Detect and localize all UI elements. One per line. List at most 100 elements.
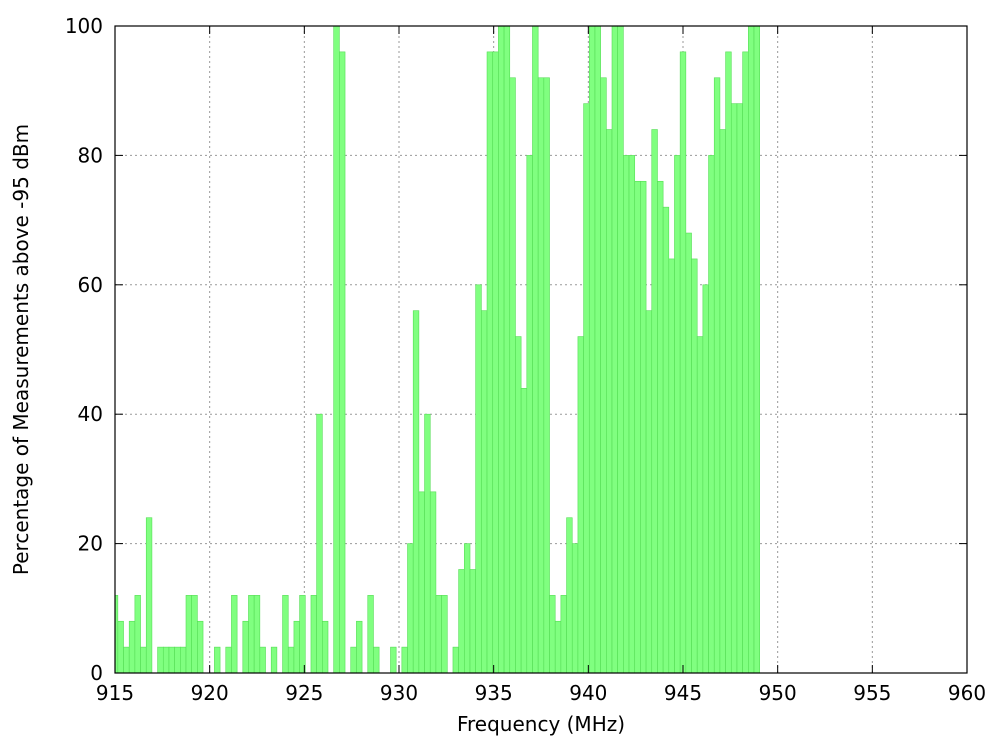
bar bbox=[373, 646, 380, 674]
x-tick-labels: 915 920 925 930 935 940 945 950 955 960 bbox=[96, 681, 986, 705]
bar bbox=[162, 646, 170, 674]
bar bbox=[157, 646, 164, 674]
bar bbox=[662, 206, 670, 674]
bar bbox=[554, 620, 562, 674]
y-tick-label: 40 bbox=[78, 402, 103, 426]
bar bbox=[458, 569, 465, 674]
bar bbox=[696, 336, 704, 674]
bar bbox=[657, 180, 664, 674]
bar bbox=[611, 25, 618, 674]
bar bbox=[594, 25, 601, 674]
bar bbox=[713, 77, 721, 674]
bar bbox=[730, 103, 738, 674]
bar bbox=[498, 25, 505, 674]
bar bbox=[640, 180, 647, 674]
bar bbox=[390, 646, 397, 674]
bar bbox=[191, 595, 198, 674]
x-tick-label: 915 bbox=[96, 681, 134, 705]
bar bbox=[310, 595, 317, 674]
bar bbox=[623, 155, 630, 674]
bar bbox=[486, 51, 494, 674]
bar bbox=[282, 595, 289, 674]
bar bbox=[577, 336, 584, 674]
bar bbox=[543, 77, 550, 674]
bar bbox=[185, 595, 192, 674]
bar bbox=[339, 51, 346, 674]
bar bbox=[725, 51, 732, 674]
bar bbox=[702, 284, 709, 674]
bar bbox=[464, 543, 471, 674]
y-axis-label: Percentage of Measurements above -95 dBm bbox=[9, 124, 33, 575]
bar bbox=[515, 336, 522, 674]
bar bbox=[736, 103, 743, 674]
bar bbox=[520, 388, 528, 674]
bar bbox=[248, 595, 255, 674]
bar bbox=[492, 51, 499, 674]
bar bbox=[259, 646, 266, 674]
bar bbox=[214, 646, 221, 674]
bar bbox=[566, 517, 573, 674]
x-tick-label: 925 bbox=[285, 681, 323, 705]
bar bbox=[532, 25, 539, 674]
bar bbox=[134, 595, 141, 674]
plot-frame bbox=[114, 25, 968, 674]
bar bbox=[401, 646, 408, 674]
bar bbox=[549, 595, 556, 674]
bar bbox=[174, 646, 181, 674]
bar bbox=[606, 129, 613, 674]
bar bbox=[600, 77, 607, 674]
tick-marks bbox=[114, 25, 968, 674]
bar bbox=[168, 646, 175, 674]
x-tick-label: 935 bbox=[475, 681, 513, 705]
bar bbox=[356, 620, 363, 674]
bar bbox=[571, 543, 579, 674]
y-tick-labels: 0 20 40 60 80 100 bbox=[65, 14, 103, 685]
bar bbox=[560, 595, 567, 674]
bar bbox=[117, 620, 124, 674]
y-tick-label: 0 bbox=[90, 661, 103, 685]
bar bbox=[180, 646, 187, 674]
bar bbox=[128, 620, 136, 674]
bar bbox=[333, 25, 340, 674]
bar bbox=[435, 595, 442, 674]
x-tick-label: 950 bbox=[759, 681, 797, 705]
bar bbox=[691, 258, 698, 674]
bar bbox=[253, 595, 261, 674]
y-tick-label: 100 bbox=[65, 14, 103, 38]
x-tick-label: 960 bbox=[948, 681, 986, 705]
x-tick-label: 945 bbox=[664, 681, 702, 705]
y-tick-label: 60 bbox=[78, 273, 103, 297]
bar bbox=[412, 310, 420, 674]
bar bbox=[123, 646, 130, 674]
bar bbox=[668, 258, 675, 674]
bar bbox=[316, 413, 323, 674]
bar bbox=[526, 155, 533, 674]
bar bbox=[140, 646, 147, 674]
bar bbox=[242, 620, 249, 674]
bar bbox=[293, 620, 300, 674]
bar bbox=[469, 569, 476, 674]
bar bbox=[418, 491, 425, 674]
y-tick-label: 20 bbox=[78, 532, 103, 556]
bar bbox=[742, 51, 749, 674]
bar bbox=[628, 155, 636, 674]
x-tick-label: 955 bbox=[853, 681, 891, 705]
y-tick-label: 80 bbox=[78, 143, 103, 167]
bar bbox=[753, 25, 760, 674]
bar bbox=[679, 51, 687, 674]
bar bbox=[270, 646, 278, 674]
bar bbox=[685, 232, 692, 674]
bar bbox=[452, 646, 459, 674]
bar bbox=[299, 595, 306, 674]
bar bbox=[197, 620, 204, 674]
x-tick-label: 920 bbox=[191, 681, 229, 705]
bar bbox=[588, 25, 596, 674]
bar bbox=[287, 646, 295, 674]
bar bbox=[509, 77, 516, 674]
bar bbox=[645, 310, 653, 674]
bar bbox=[367, 595, 374, 674]
bar bbox=[708, 155, 715, 674]
x-tick-label: 930 bbox=[380, 681, 418, 705]
bar bbox=[617, 25, 624, 674]
bar bbox=[719, 129, 726, 674]
